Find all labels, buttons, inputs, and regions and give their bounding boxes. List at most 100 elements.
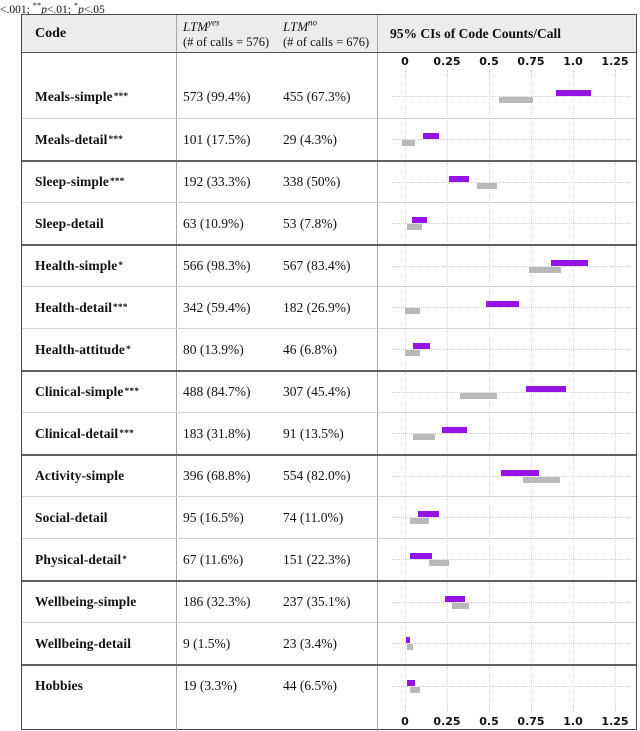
axis-tick-mark: [489, 706, 490, 712]
ltm-yes-count: 63 (10.9%): [183, 215, 244, 231]
significance-stars: ***: [113, 302, 128, 313]
ltm-yes-count: 342 (59.4%): [183, 299, 251, 315]
ltm-no-count: 29 (4.3%): [283, 131, 337, 147]
axis-tick-mark: [531, 706, 532, 712]
ci-plot-title: 95% CIs of Code Counts/Call: [390, 25, 562, 41]
ci-bar-ltm-no: [522, 477, 560, 483]
ltm-yes-count: 80 (13.9%): [183, 341, 244, 357]
ci-plot: [377, 666, 636, 706]
row-label: Wellbeing-simple: [35, 594, 137, 609]
row-label: Wellbeing-detail: [35, 635, 132, 651]
gridline-vertical: [573, 77, 574, 117]
ci-plot: [377, 456, 636, 496]
table-row: Meals-detail *** 101 (17.5%) 29 (4.3%): [22, 118, 636, 160]
gridline-horizontal: [392, 182, 630, 183]
header-code-label: Code: [35, 25, 67, 41]
ci-bar-ltm-yes: [485, 301, 520, 307]
header-code: Code: [22, 15, 177, 52]
axis-tick-mark: [447, 70, 448, 76]
row-label: Meals-detail: [35, 131, 108, 147]
code-cell: Physical-detail *: [22, 539, 177, 580]
code-cell: Clinical-simple ***: [22, 372, 177, 412]
x-axis-top: 0 0.25 0.5 0.75 1.0 1.25: [377, 53, 636, 76]
gridline-horizontal: [392, 643, 630, 644]
ltm-yes-count: 573 (99.4%): [183, 89, 251, 104]
ltm-yes-count: 186 (32.3%): [183, 594, 251, 609]
code-cell: Meals-simple ***: [22, 76, 177, 118]
code-cell: Wellbeing-detail: [22, 623, 177, 664]
gridline-horizontal: [392, 602, 630, 603]
row-label: Physical-detail: [35, 551, 122, 567]
row-label: Clinical-simple: [35, 384, 124, 399]
ltm-yes-count: 183 (31.8%): [183, 425, 251, 441]
gridline-horizontal: [392, 266, 630, 267]
ci-bar-ltm-no: [460, 393, 498, 399]
code-cell: Health-simple *: [22, 246, 177, 286]
ci-plot: [377, 329, 636, 370]
code-cell: Activity-simple: [22, 456, 177, 496]
row-label: Hobbies: [35, 678, 83, 693]
significance-note-lead: <.001;: [0, 3, 33, 16]
ci-bar-ltm-yes: [500, 470, 540, 476]
ltm-no-count: 554 (82.0%): [283, 468, 351, 483]
table-row: Clinical-detail *** 183 (31.8%) 91 (13.5%): [22, 412, 636, 454]
ci-bar-ltm-no: [413, 434, 436, 440]
ci-plot: [377, 623, 636, 664]
gridline-horizontal: [392, 559, 630, 560]
axis-row-bottom: 0 0.25 0.5 0.75 1.0 1.25: [22, 706, 636, 731]
ltm-yes-count: 95 (16.5%): [183, 509, 244, 525]
axis-tick-label: 0.5: [479, 715, 499, 728]
gridline-horizontal: [392, 223, 630, 224]
ci-plot: [377, 372, 636, 412]
ltm-yes-count: 101 (17.5%): [183, 131, 251, 147]
axis-tick-label: 1.25: [601, 55, 629, 68]
axis-tick-mark: [447, 706, 448, 712]
code-cell: Sleep-simple ***: [22, 162, 177, 202]
ci-bar-ltm-yes: [525, 386, 567, 392]
ci-bar-ltm-yes: [556, 90, 592, 96]
ltm-no-count: 91 (13.5%): [283, 425, 344, 441]
axis-tick-mark: [573, 706, 574, 712]
row-label: Health-detail: [35, 299, 113, 315]
ci-plot: [377, 413, 636, 454]
ci-plot: [377, 203, 636, 244]
ci-bar-ltm-no: [410, 518, 429, 524]
table-row: Wellbeing-detail 9 (1.5%) 23 (3.4%): [22, 622, 636, 664]
ltm-no-count: 53 (7.8%): [283, 215, 337, 231]
ltm-yes-count: 192 (33.3%): [183, 174, 251, 189]
table-row: Clinical-simple *** 488 (84.7%) 307 (45.4%): [22, 370, 636, 412]
axis-tick-label: 1.0: [563, 715, 583, 728]
ltm-yes-count: 9 (1.5%): [183, 635, 231, 651]
ltm-no-count: 23 (3.4%): [283, 635, 337, 651]
ci-bar-ltm-no: [406, 224, 422, 230]
ltm-no-count: 44 (6.5%): [283, 678, 337, 693]
ci-bar-ltm-yes: [448, 176, 469, 182]
ci-plot: [377, 287, 636, 328]
ci-bar-ltm-yes: [406, 680, 416, 686]
axis-tick-label: 0: [401, 715, 409, 728]
table-row: Social-detail 95 (16.5%) 74 (11.0%): [22, 496, 636, 538]
ci-bar-ltm-no: [477, 183, 498, 189]
ci-plot: [377, 162, 636, 202]
table-row: Sleep-simple *** 192 (33.3%) 338 (50%): [22, 160, 636, 202]
p-symbol: p: [78, 3, 84, 16]
axis-tick-mark: [489, 70, 490, 76]
ltm-yes-call-count: (# of calls = 576): [183, 34, 270, 49]
code-cell: Wellbeing-simple: [22, 582, 177, 622]
ci-bar-ltm-yes: [418, 511, 439, 517]
x-axis-bottom: 0 0.25 0.5 0.75 1.0 1.25: [377, 706, 636, 731]
ltm-no-title: LTMno: [283, 18, 318, 35]
row-label: Clinical-detail: [35, 425, 119, 441]
row-label: Health-simple: [35, 258, 118, 273]
significance-stars: ***: [113, 92, 129, 102]
axis-tick-label: 0: [401, 55, 409, 68]
code-counts-table: Code LTMyes (# of calls = 576) LTMno (# …: [21, 14, 637, 731]
ci-plot: [377, 539, 636, 580]
ci-bar-ltm-no: [410, 687, 421, 693]
ci-bar-ltm-no: [405, 350, 421, 356]
ci-bar-ltm-yes: [410, 553, 432, 559]
table-row: Meals-simple *** 573 (99.4%) 455 (67.3%): [22, 76, 636, 118]
ci-bar-ltm-no: [499, 97, 533, 103]
ci-bar-ltm-yes: [551, 260, 589, 266]
code-cell: Sleep-detail: [22, 203, 177, 244]
